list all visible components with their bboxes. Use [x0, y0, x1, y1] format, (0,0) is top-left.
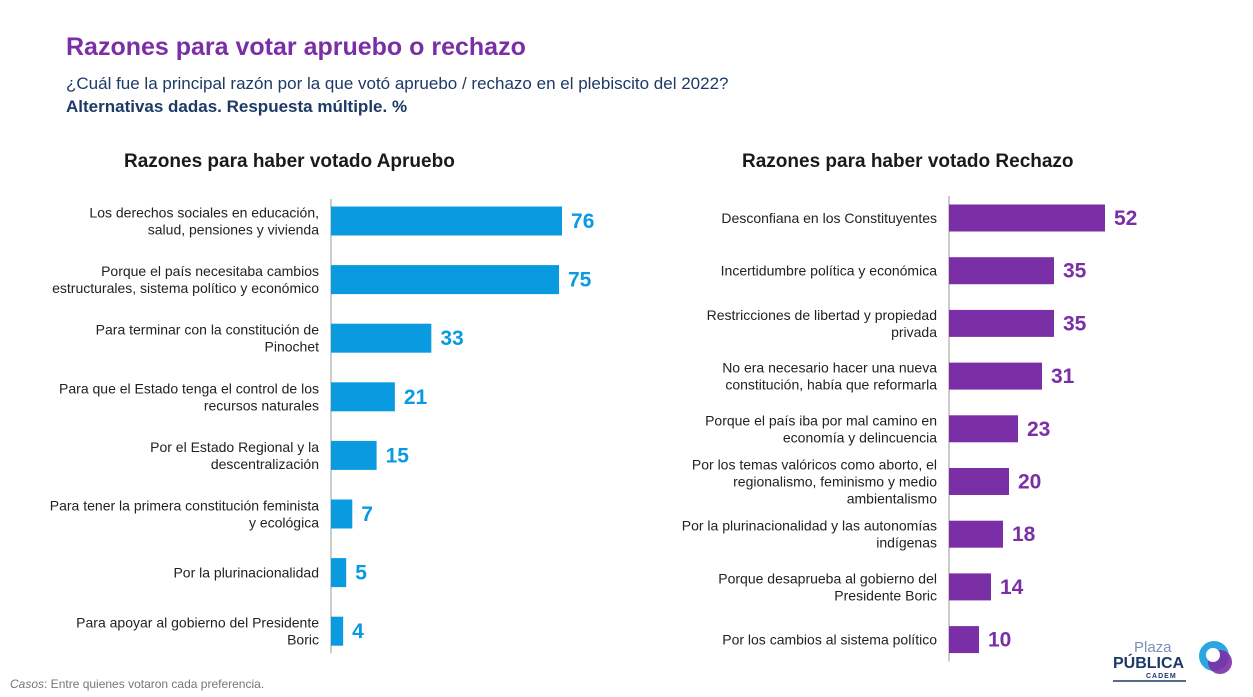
bar-apruebo-0 — [331, 206, 563, 236]
casos-label: Casos — [10, 677, 45, 691]
bar-apruebo-1 — [331, 265, 559, 295]
casos-text: : Entre quienes votaron cada preferencia… — [44, 677, 265, 691]
value-label-rechazo-6: 18 — [1012, 523, 1036, 546]
bar-rechazo-4 — [949, 415, 1018, 443]
bar-rechazo-6 — [949, 520, 1003, 548]
category-label-apruebo-5: Para tener la primera constitución femin… — [50, 498, 319, 531]
value-label-rechazo-4: 23 — [1027, 418, 1050, 441]
category-label-apruebo-3: Para que el Estado tenga el control de l… — [59, 380, 319, 413]
value-label-rechazo-1: 35 — [1063, 260, 1087, 283]
bar-apruebo-2 — [331, 323, 432, 353]
bar-rechazo-3 — [949, 362, 1042, 390]
bar-rechazo-2 — [949, 309, 1054, 337]
category-label-rechazo-8: Por los cambios al sistema político — [722, 632, 937, 648]
logo-line1: Plaza — [1134, 639, 1172, 656]
chart-title-apruebo: Razones para haber votado Apruebo — [124, 151, 455, 172]
value-label-apruebo-0: 76 — [571, 210, 594, 233]
value-label-rechazo-5: 20 — [1018, 471, 1041, 494]
value-label-apruebo-1: 75 — [568, 269, 592, 292]
plaza-publica-cadem-logo: Plaza PÚBLICA CADEM — [1113, 639, 1232, 682]
value-label-apruebo-3: 21 — [404, 386, 428, 409]
category-label-rechazo-5: Por los temas valóricos como aborto, el r… — [692, 457, 937, 507]
value-label-apruebo-4: 15 — [386, 444, 410, 467]
bar-apruebo-6 — [331, 558, 347, 588]
bar-apruebo-5 — [331, 499, 353, 529]
category-label-rechazo-2: Restricciones de libertad y propiedad pri… — [707, 307, 938, 340]
chart-title-rechazo: Razones para haber votado Rechazo — [742, 151, 1074, 172]
bar-apruebo-7 — [331, 616, 344, 646]
chart-apruebo: 76 Los derechos sociales en educación, sal… — [50, 199, 594, 654]
value-label-apruebo-6: 5 — [355, 562, 367, 585]
bar-rechazo-5 — [949, 468, 1009, 495]
value-label-apruebo-2: 33 — [440, 327, 463, 350]
value-label-rechazo-3: 31 — [1051, 365, 1075, 388]
page-subtitle: ¿Cuál fue la principal razón por la que … — [66, 74, 729, 93]
category-label-rechazo-4: Porque el país iba por mal camino en econ… — [705, 412, 937, 445]
category-label-apruebo-2: Para terminar con la constitución de Pino… — [96, 322, 320, 355]
logo-bubble-hole — [1206, 648, 1220, 662]
page-title: Razones para votar apruebo o rechazo — [66, 33, 526, 61]
value-label-rechazo-8: 10 — [988, 629, 1011, 652]
bar-rechazo-0 — [949, 204, 1105, 232]
logo-line3: CADEM — [1146, 673, 1177, 680]
value-label-rechazo-7: 14 — [1000, 576, 1024, 599]
logo-line2: PÚBLICA — [1113, 653, 1185, 672]
bar-rechazo-7 — [949, 573, 991, 601]
category-label-apruebo-7: Para apoyar al gobierno del Presidente Bo… — [76, 615, 319, 648]
category-label-rechazo-1: Incertidumbre política y económica — [721, 263, 938, 279]
value-label-rechazo-2: 35 — [1063, 312, 1087, 335]
value-label-apruebo-5: 7 — [361, 503, 373, 526]
category-label-rechazo-6: Por la plurinacionalidad y las autonomía… — [682, 518, 937, 551]
bar-rechazo-8 — [949, 626, 979, 654]
page-subtitle-note: Alternativas dadas. Respuesta múltiple. … — [66, 97, 408, 116]
category-label-apruebo-4: Por el Estado Regional y la descentraliza… — [150, 439, 319, 472]
bar-apruebo-4 — [331, 440, 377, 470]
category-label-apruebo-1: Porque el país necesitaba cambios estruct… — [52, 263, 319, 296]
chart-rechazo: 52 Desconfiana en los Constituyentes 35 Inc… — [682, 196, 1137, 662]
bar-rechazo-1 — [949, 257, 1054, 285]
category-label-rechazo-7: Porque desaprueba al gobierno del Preside… — [718, 570, 937, 603]
value-label-rechazo-0: 52 — [1114, 207, 1137, 230]
value-label-apruebo-7: 4 — [352, 620, 364, 643]
bar-apruebo-3 — [331, 382, 395, 412]
category-label-apruebo-0: Los derechos sociales en educación, salud… — [89, 205, 319, 238]
category-label-rechazo-0: Desconfiana en los Constituyentes — [721, 210, 937, 226]
category-label-apruebo-6: Por la plurinacionalidad — [173, 565, 319, 581]
category-label-rechazo-3: No era necesario hacer una nueva constitu… — [722, 360, 937, 393]
footer-note: Casos: Entre quienes votaron cada prefer… — [10, 677, 264, 691]
